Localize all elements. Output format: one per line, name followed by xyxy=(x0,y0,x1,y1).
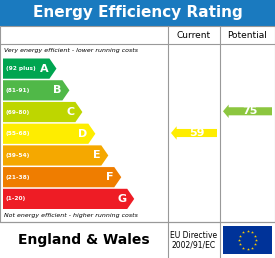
Bar xyxy=(0,0,275,26)
Text: (55-68): (55-68) xyxy=(6,131,31,136)
Text: Not energy efficient - higher running costs: Not energy efficient - higher running co… xyxy=(4,213,138,218)
Text: A: A xyxy=(40,64,48,74)
Text: (69-80): (69-80) xyxy=(6,110,30,115)
Text: D: D xyxy=(78,129,87,139)
Polygon shape xyxy=(171,126,217,140)
Text: (39-54): (39-54) xyxy=(6,153,30,158)
Text: EU Directive: EU Directive xyxy=(170,230,218,239)
Text: 75: 75 xyxy=(243,106,258,116)
Text: G: G xyxy=(117,194,126,204)
Text: (92 plus): (92 plus) xyxy=(6,66,36,71)
Polygon shape xyxy=(223,104,272,118)
Text: Very energy efficient - lower running costs: Very energy efficient - lower running co… xyxy=(4,48,138,53)
Bar xyxy=(0,222,275,258)
Text: (21-38): (21-38) xyxy=(6,175,31,180)
Text: C: C xyxy=(66,107,74,117)
Text: (81-91): (81-91) xyxy=(6,88,30,93)
Text: 2002/91/EC: 2002/91/EC xyxy=(172,240,216,249)
Text: Energy Efficiency Rating: Energy Efficiency Rating xyxy=(33,5,242,20)
Text: 59: 59 xyxy=(189,128,205,138)
Bar xyxy=(223,226,272,254)
Text: B: B xyxy=(53,85,61,95)
Polygon shape xyxy=(3,102,82,122)
Polygon shape xyxy=(3,80,69,100)
Text: F: F xyxy=(106,172,113,182)
Polygon shape xyxy=(3,145,108,166)
Text: E: E xyxy=(93,150,100,160)
Polygon shape xyxy=(3,59,56,79)
Text: Current: Current xyxy=(177,30,211,39)
Polygon shape xyxy=(3,189,134,209)
Polygon shape xyxy=(3,167,121,187)
Text: England & Wales: England & Wales xyxy=(18,233,150,247)
Text: Potential: Potential xyxy=(228,30,267,39)
Bar xyxy=(0,26,275,222)
Polygon shape xyxy=(3,124,95,144)
Text: (1-20): (1-20) xyxy=(6,196,26,201)
